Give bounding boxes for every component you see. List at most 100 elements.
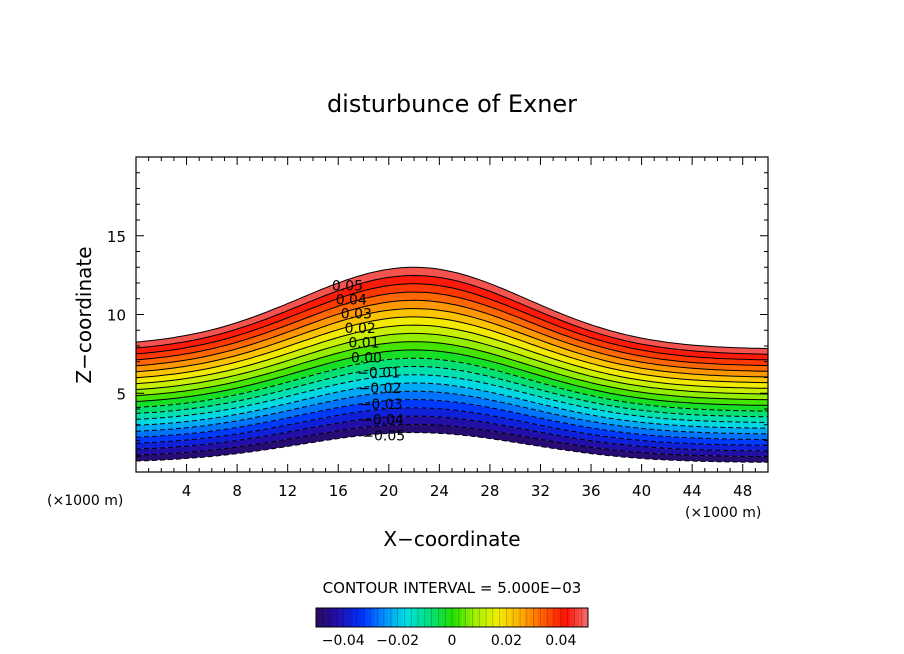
contour-line [135, 415, 768, 452]
colorbar-segment [560, 608, 566, 627]
x-tick-label: 12 [278, 482, 297, 500]
contour-band [136, 283, 768, 366]
colorbar-segment [338, 608, 344, 627]
contour-band [136, 383, 768, 434]
colorbar-segment [316, 608, 321, 627]
x-tick-label: 48 [733, 482, 752, 500]
colorbar-segment [474, 608, 480, 627]
x-tick-label: 44 [683, 482, 702, 500]
contour-interval-text: CONTOUR INTERVAL = 5.000E−03 [323, 579, 582, 597]
colorbar-segment [388, 608, 394, 627]
colorbar-segment [402, 608, 408, 627]
contour-line [135, 308, 769, 378]
colorbar-segment [461, 608, 466, 627]
colorbar-segment [583, 608, 589, 627]
colorbar-segment [492, 608, 498, 627]
colorbar: −0.04 −0.02 0 0.02 0.04 [315, 607, 589, 649]
colorbar-segment [320, 608, 326, 627]
colorbar-segment [438, 608, 444, 627]
contour-label: −0.01 [357, 365, 400, 381]
colorbar-segment [424, 608, 430, 627]
x-tick-label: 20 [379, 482, 398, 500]
contour-label: 0.04 [336, 292, 367, 308]
colorbar-segment [384, 608, 389, 627]
colorbar-segment [420, 608, 426, 627]
contour-line [135, 374, 769, 423]
contour-line [135, 366, 769, 418]
contour-line [135, 357, 769, 412]
colorbar-segment [329, 608, 335, 627]
contour-band [136, 399, 768, 446]
contour-label: −0.04 [361, 413, 404, 429]
y-axis-label: Z−coordinate [72, 246, 96, 383]
contour-line [135, 407, 768, 446]
plot-area: 0.050.040.030.020.010.00−0.01−0.02−0.03−… [135, 266, 769, 463]
colorbar-segment [456, 608, 462, 627]
x-unit-right: (×1000 m) [685, 505, 761, 521]
contour-label: −0.02 [359, 381, 402, 397]
contour-label: 0.03 [341, 306, 372, 322]
contour-band [136, 416, 768, 457]
contour-line [135, 266, 769, 349]
contour-line [135, 316, 768, 384]
contour-line [135, 324, 768, 389]
contour-line [135, 274, 769, 355]
colorbar-segment [483, 608, 489, 627]
colorbar-segment [515, 608, 521, 627]
contour-band [136, 292, 768, 372]
contour-label: −0.03 [360, 397, 403, 413]
colorbar-tick-label: 0.04 [545, 633, 576, 649]
x-tick-label: 32 [531, 482, 550, 500]
contour-band [136, 325, 768, 394]
colorbar-segment [488, 608, 494, 627]
contour-label: −0.05 [362, 429, 405, 445]
colorbar-segment [538, 608, 544, 627]
colorbar-segment [578, 608, 584, 627]
colorbar-segment [433, 608, 439, 627]
colorbar-segment [533, 608, 539, 627]
colorbar-tick-label: 0.02 [491, 633, 522, 649]
colorbar-segment [497, 608, 503, 627]
chart-title: disturbunce of Exner [327, 90, 577, 118]
colorbar-segment [547, 608, 553, 627]
contour-band [136, 300, 768, 377]
colorbar-tick-label: −0.04 [322, 633, 365, 649]
contour-line [135, 332, 768, 395]
colorbar-segment [479, 608, 485, 627]
x-tick-label: 24 [430, 482, 449, 500]
x-axis-label: X−coordinate [383, 527, 520, 551]
colorbar-segment [343, 608, 349, 627]
contour-label: 0.02 [345, 321, 376, 337]
contour-line [135, 349, 769, 406]
contour-band [136, 275, 768, 360]
contour-band [136, 316, 768, 389]
y-tick-label: 10 [107, 307, 126, 325]
contour-line [135, 341, 769, 401]
colorbar-tick-label: −0.02 [376, 633, 419, 649]
contour-band [136, 267, 768, 355]
colorbar-segment [325, 608, 330, 627]
x-tick-label: 28 [480, 482, 499, 500]
x-tick-label: 8 [232, 482, 242, 500]
colorbar-segment [569, 608, 575, 627]
x-tick-label: 40 [632, 482, 651, 500]
x-unit-left: (×1000 m) [47, 493, 123, 509]
contour-band [136, 349, 768, 412]
colorbar-segment [447, 608, 453, 627]
colorbar-segment [501, 608, 507, 627]
colorbar-segment [452, 608, 457, 627]
colorbar-segment [524, 608, 530, 627]
contour-band [136, 341, 768, 406]
contour-band [136, 366, 768, 423]
colorbar-segment [429, 608, 435, 627]
colorbar-segment [374, 608, 380, 627]
x-tick-label: 36 [581, 482, 600, 500]
contour-line [135, 390, 769, 435]
colorbar-segment [520, 608, 525, 627]
colorbar-segment [397, 608, 403, 627]
colorbar-segment [365, 608, 371, 627]
colorbar-segment [574, 608, 580, 627]
colorbar-segment [370, 608, 376, 627]
